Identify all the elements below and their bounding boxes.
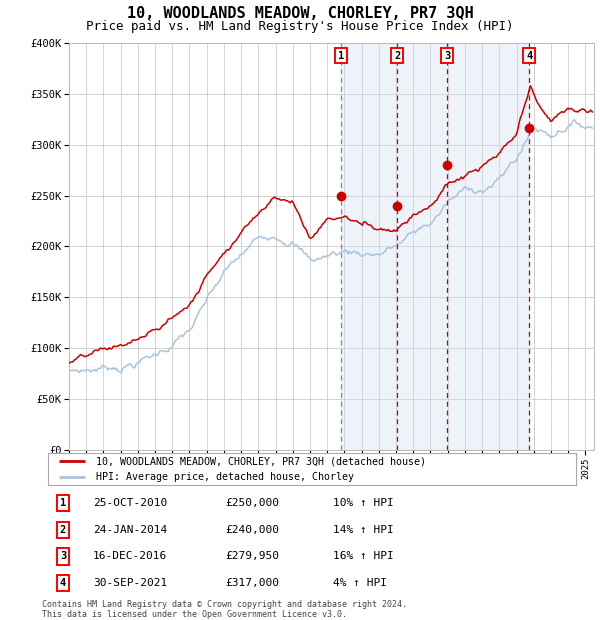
Text: 10, WOODLANDS MEADOW, CHORLEY, PR7 3QH: 10, WOODLANDS MEADOW, CHORLEY, PR7 3QH — [127, 6, 473, 21]
Text: 16-DEC-2016: 16-DEC-2016 — [93, 551, 167, 562]
Text: 4: 4 — [526, 51, 533, 61]
Text: £240,000: £240,000 — [225, 525, 279, 535]
Text: 10% ↑ HPI: 10% ↑ HPI — [333, 498, 394, 508]
Text: £250,000: £250,000 — [225, 498, 279, 508]
Text: 14% ↑ HPI: 14% ↑ HPI — [333, 525, 394, 535]
Text: 4: 4 — [60, 578, 66, 588]
Text: 3: 3 — [444, 51, 450, 61]
Text: £317,000: £317,000 — [225, 578, 279, 588]
Text: 2: 2 — [394, 51, 400, 61]
Text: 24-JAN-2014: 24-JAN-2014 — [93, 525, 167, 535]
Text: 3: 3 — [60, 551, 66, 562]
Text: 16% ↑ HPI: 16% ↑ HPI — [333, 551, 394, 562]
Text: 25-OCT-2010: 25-OCT-2010 — [93, 498, 167, 508]
Text: 1: 1 — [60, 498, 66, 508]
Text: HPI: Average price, detached house, Chorley: HPI: Average price, detached house, Chor… — [95, 472, 353, 482]
Text: 1: 1 — [338, 51, 344, 61]
Text: 4% ↑ HPI: 4% ↑ HPI — [333, 578, 387, 588]
Text: 2: 2 — [60, 525, 66, 535]
Text: 30-SEP-2021: 30-SEP-2021 — [93, 578, 167, 588]
Text: Price paid vs. HM Land Registry's House Price Index (HPI): Price paid vs. HM Land Registry's House … — [86, 20, 514, 33]
Text: £279,950: £279,950 — [225, 551, 279, 562]
Bar — [341, 43, 529, 450]
Text: Contains HM Land Registry data © Crown copyright and database right 2024.
This d: Contains HM Land Registry data © Crown c… — [42, 600, 407, 619]
Text: 10, WOODLANDS MEADOW, CHORLEY, PR7 3QH (detached house): 10, WOODLANDS MEADOW, CHORLEY, PR7 3QH (… — [95, 456, 425, 466]
